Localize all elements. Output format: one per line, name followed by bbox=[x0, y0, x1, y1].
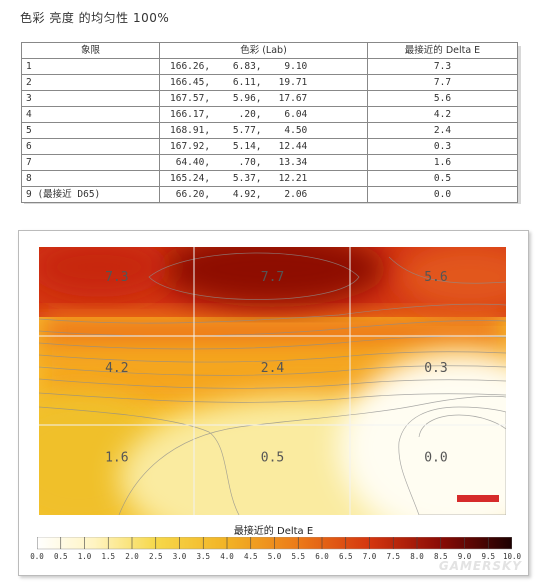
table-header-row: 象限 色彩 (Lab) 最接近的 Delta E bbox=[21, 42, 518, 59]
lab-cell: 66.20, 4.92, 2.06 bbox=[159, 186, 368, 203]
legend-tick-label: 2.0 bbox=[125, 552, 139, 561]
legend-tick-label: 7.5 bbox=[386, 552, 401, 561]
cell-value-label: 0.0 bbox=[424, 450, 447, 465]
contour-lines bbox=[39, 252, 506, 515]
lab-cell: 166.17, .20, 6.04 bbox=[159, 106, 368, 123]
cell-value-label: 0.5 bbox=[261, 450, 284, 465]
legend-tick-label: 9.5 bbox=[481, 552, 496, 561]
zone-cell: 1 bbox=[21, 58, 160, 75]
lab-cell: 168.91, 5.77, 4.50 bbox=[159, 122, 368, 139]
legend-tick-label: 3.5 bbox=[196, 552, 211, 561]
cell-labels: 7.3 7.7 5.6 4.2 2.4 0.3 1.6 0.5 0.0 bbox=[105, 270, 448, 465]
uniformity-table: 象限 色彩 (Lab) 最接近的 Delta E 1 166.26, 6.83, … bbox=[21, 42, 518, 203]
page-title: 色彩 亮度 的均匀性 100% bbox=[20, 11, 170, 25]
legend-tick-label: 1.0 bbox=[77, 552, 92, 561]
legend-tick-label: 8.5 bbox=[433, 552, 448, 561]
lab-cell: 166.45, 6.11, 19.71 bbox=[159, 74, 368, 91]
zone-cell: 4 bbox=[21, 106, 160, 123]
table-row: 3 167.57, 5.96, 17.67 5.6 bbox=[21, 90, 518, 107]
delta-e-cell: 0.0 bbox=[367, 186, 518, 203]
table-row: 7 64.40, .70, 13.34 1.6 bbox=[21, 154, 518, 171]
table-row: 4 166.17, .20, 6.04 4.2 bbox=[21, 106, 518, 123]
legend-title: 最接近的 Delta E bbox=[233, 526, 314, 537]
legend-tick-label: 5.5 bbox=[291, 552, 306, 561]
color-legend-bar bbox=[37, 537, 512, 550]
lab-cell: 167.57, 5.96, 17.67 bbox=[159, 90, 368, 107]
table-row: 1 166.26, 6.83, 9.10 7.3 bbox=[21, 58, 518, 75]
zone-cell: 2 bbox=[21, 74, 160, 91]
legend-tick-label: 7.0 bbox=[362, 552, 377, 561]
delta-e-cell: 0.3 bbox=[367, 138, 518, 155]
legend-tick-label: 10.0 bbox=[502, 552, 522, 561]
lab-cell: 167.92, 5.14, 12.44 bbox=[159, 138, 368, 155]
header-delta-e: 最接近的 Delta E bbox=[367, 42, 518, 59]
cell-value-label: 1.6 bbox=[105, 450, 128, 465]
lab-cell: 165.24, 5.37, 12.21 bbox=[159, 170, 368, 187]
cell-value-label: 5.6 bbox=[424, 270, 447, 285]
table-row: 5 168.91, 5.77, 4.50 2.4 bbox=[21, 122, 518, 139]
legend-tick-label: 4.5 bbox=[243, 552, 258, 561]
legend-tick-label: 2.5 bbox=[148, 552, 163, 561]
zone-cell: 6 bbox=[21, 138, 160, 155]
cell-value-label: 0.3 bbox=[424, 361, 447, 376]
cell-value-label: 7.3 bbox=[105, 270, 128, 285]
legend-tick-label: 8.0 bbox=[410, 552, 424, 561]
cell-value-label: 4.2 bbox=[105, 361, 128, 376]
legend-tick-label: 1.5 bbox=[101, 552, 116, 561]
legend-tick-label: 6.0 bbox=[315, 552, 329, 561]
legend-tick-label: 4.0 bbox=[220, 552, 234, 561]
delta-e-cell: 7.7 bbox=[367, 74, 518, 91]
zone-cell: 9 (最接近 D65) bbox=[21, 186, 160, 203]
watermark: GAMERSKY bbox=[438, 559, 522, 573]
table-row: 6 167.92, 5.14, 12.44 0.3 bbox=[21, 138, 518, 155]
heatmap-warm-spot bbox=[39, 247, 169, 297]
delta-e-cell: 2.4 bbox=[367, 122, 518, 139]
table-row: 9 (最接近 D65) 66.20, 4.92, 2.06 0.0 bbox=[21, 186, 518, 203]
zone-cell: 3 bbox=[21, 90, 160, 107]
delta-e-cell: 5.6 bbox=[367, 90, 518, 107]
lab-cell: 166.26, 6.83, 9.10 bbox=[159, 58, 368, 75]
delta-e-heatmap: 7.3 7.7 5.6 4.2 2.4 0.3 1.6 0.5 0.0 bbox=[39, 247, 506, 515]
legend-tick-label: 6.5 bbox=[338, 552, 353, 561]
zone-cell: 8 bbox=[21, 170, 160, 187]
legend-tick-labels: 0.0 0.5 1.0 1.5 2.0 2.5 3.0 3.5 4.0 4.5 5.0 5.5 6.0 6… bbox=[19, 552, 528, 564]
legend-tick-label: 3.0 bbox=[172, 552, 187, 561]
cell-value-label: 2.4 bbox=[261, 361, 285, 376]
legend-tick-label: 0.5 bbox=[53, 552, 68, 561]
zone-cell: 5 bbox=[21, 122, 160, 139]
heatmap-corner-spot bbox=[399, 247, 506, 312]
lab-cell: 64.40, .70, 13.34 bbox=[159, 154, 368, 171]
delta-e-cell: 4.2 bbox=[367, 106, 518, 123]
legend-tick-label: 5.0 bbox=[267, 552, 282, 561]
table-row: 8 165.24, 5.37, 12.21 0.5 bbox=[21, 170, 518, 187]
header-lab: 色彩 (Lab) bbox=[159, 42, 368, 59]
header-zone: 象限 bbox=[21, 42, 160, 59]
legend-tick-label: 0.0 bbox=[30, 552, 44, 561]
uniformity-figure: 7.3 7.7 5.6 4.2 2.4 0.3 1.6 0.5 0.0 最接近的 Delta E… bbox=[18, 230, 529, 576]
delta-e-cell: 0.5 bbox=[367, 170, 518, 187]
delta-e-cell: 1.6 bbox=[367, 154, 518, 171]
heatmap-white-area bbox=[339, 352, 506, 515]
zone-cell: 7 bbox=[21, 154, 160, 171]
delta-e-cell: 7.3 bbox=[367, 58, 518, 75]
legend-tick-label: 9.0 bbox=[457, 552, 472, 561]
scale-marker bbox=[457, 495, 499, 502]
cell-value-label: 7.7 bbox=[261, 270, 284, 285]
table-row: 2 166.45, 6.11, 19.71 7.7 bbox=[21, 74, 518, 91]
